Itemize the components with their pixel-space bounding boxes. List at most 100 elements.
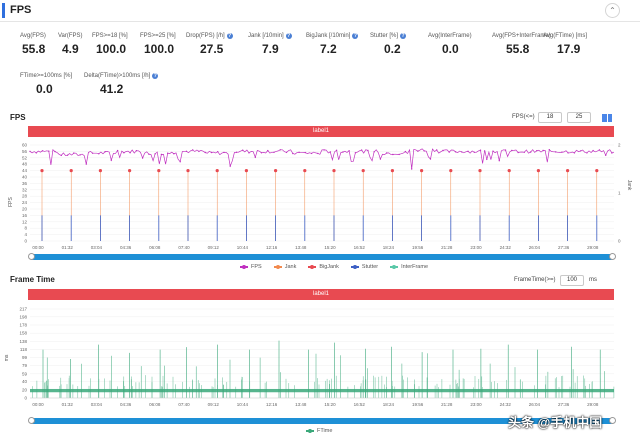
y2-tick-label: 0 [618, 239, 621, 244]
frametime-range-slider[interactable] [28, 417, 616, 424]
legend-item[interactable]: BigJank [308, 264, 339, 270]
fps-point [210, 151, 213, 154]
fps-point [479, 149, 482, 151]
metric-label-text: Avg(FPS+InterFrame) [492, 33, 551, 39]
x-tick-label: 00:00 [32, 402, 44, 407]
legend-item[interactable]: FPS [240, 264, 262, 270]
fps-point [373, 151, 375, 153]
help-icon[interactable]: ? [400, 33, 407, 39]
fps-point [292, 152, 294, 155]
y-tick-label: 40 [22, 175, 28, 180]
x-tick-label: 01:32 [62, 245, 74, 250]
fps-point [110, 159, 113, 161]
fps-threshold-input-1[interactable]: 18 [538, 112, 562, 123]
y-tick-label: 178 [19, 322, 27, 327]
help-icon[interactable]: ? [352, 33, 359, 39]
bigjank-point [303, 169, 307, 173]
fps-point [592, 149, 594, 152]
metric-6: BigJank [/10min]? 7.2 [306, 33, 359, 56]
fps-threshold-label: FPS(<=) [512, 114, 535, 120]
x-tick-label: 26:04 [529, 245, 541, 250]
x-tick-label: 12:16 [266, 245, 278, 250]
grid-view-icon[interactable] [602, 114, 612, 122]
bigjank-point [390, 169, 394, 173]
legend-label: FTime [317, 428, 333, 434]
fps-point [329, 151, 331, 153]
metric-label: FTime>=100ms [%] [20, 73, 72, 79]
metric-value: 0.2 [384, 42, 401, 56]
x-tick-label: 13:48 [295, 402, 307, 407]
metric-label-text: Var(FPS) [58, 33, 83, 39]
jank-y-axis-title: Jank [626, 180, 632, 191]
y-tick-label: 0 [24, 396, 27, 401]
fps-point [404, 150, 407, 153]
fps-point [461, 151, 463, 153]
frametime-slider-handle-right[interactable] [609, 417, 616, 424]
bigjank-point [157, 169, 161, 173]
help-icon[interactable]: ? [285, 33, 292, 39]
fps-point [260, 152, 263, 154]
x-tick-label: 19:56 [412, 245, 424, 250]
metric-5: Jank [/10min]? 7.9 [248, 33, 292, 56]
legend-swatch [350, 265, 359, 269]
fps-point [511, 149, 513, 152]
fps-point [611, 152, 613, 154]
fps-slider-handle-right[interactable] [609, 253, 616, 260]
fps-point [60, 154, 62, 157]
fps-range-slider[interactable] [28, 253, 616, 260]
fps-point [173, 153, 175, 155]
fps-point [586, 152, 588, 154]
help-icon[interactable]: ? [152, 73, 159, 79]
help-icon[interactable]: ? [226, 33, 233, 39]
legend-swatch [273, 265, 282, 269]
metric-value: 100.0 [144, 42, 175, 56]
metric-label-text: Jank [/10min] [248, 33, 284, 39]
fps-threshold-input-2[interactable]: 25 [567, 112, 591, 123]
x-tick-label: 16:52 [354, 402, 366, 407]
fps-point [285, 151, 288, 154]
fps-slider-handle-left[interactable] [28, 253, 35, 260]
legend-label: Stutter [361, 264, 379, 270]
y-tick-label: 16 [22, 213, 28, 218]
fps-point [267, 149, 269, 152]
metric-value: 100.0 [96, 42, 127, 56]
fps-point [504, 149, 507, 151]
frametime-threshold-unit: ms [589, 277, 597, 283]
legend-item[interactable]: InterFrame [390, 264, 428, 270]
fps-point [605, 154, 607, 156]
legend-item[interactable]: FTime [306, 428, 332, 434]
legend-label: FPS [251, 264, 262, 270]
bigjank-point [244, 169, 248, 173]
metric-12: Delta(FTime)>100ms [/h]? 41.2 [84, 73, 159, 96]
frametime-slider-handle-left[interactable] [28, 417, 35, 424]
x-tick-label: 03:04 [91, 402, 103, 407]
fps-point [473, 151, 475, 153]
fps-point [467, 150, 469, 152]
x-tick-label: 06:08 [149, 402, 161, 407]
x-tick-label: 03:04 [91, 245, 103, 250]
metric-label-text: Delta(FTime)>100ms [/h] [84, 73, 151, 79]
fps-point [254, 156, 256, 158]
bigjank-point [69, 169, 73, 173]
fps-point [448, 151, 450, 153]
metric-9: Avg(FPS+InterFrame) 55.8 [492, 33, 551, 56]
fps-point [536, 150, 538, 152]
fps-point [348, 150, 350, 152]
frametime-label-tab[interactable]: label1 [28, 289, 614, 300]
metric-label: FPS>=25 [%] [140, 33, 176, 39]
fps-label-tab[interactable]: label1 [28, 126, 614, 137]
y-tick-label: 4 [24, 232, 27, 237]
metric-label: Avg(InterFrame) [428, 33, 472, 39]
legend-item[interactable]: Stutter [350, 264, 379, 270]
frametime-threshold-input[interactable]: 100 [560, 275, 584, 286]
x-tick-label: 07:40 [178, 402, 190, 407]
fps-point [561, 151, 563, 153]
fps-point [392, 153, 394, 156]
metric-value: 7.2 [320, 42, 337, 56]
x-tick-label: 10:44 [237, 245, 249, 250]
legend-item[interactable]: Jank [273, 264, 296, 270]
fps-point [229, 165, 231, 167]
metric-label: BigJank [/10min]? [306, 33, 359, 39]
x-tick-label: 18:24 [383, 245, 395, 250]
chevron-up-icon[interactable]: ⌃ [605, 3, 620, 18]
